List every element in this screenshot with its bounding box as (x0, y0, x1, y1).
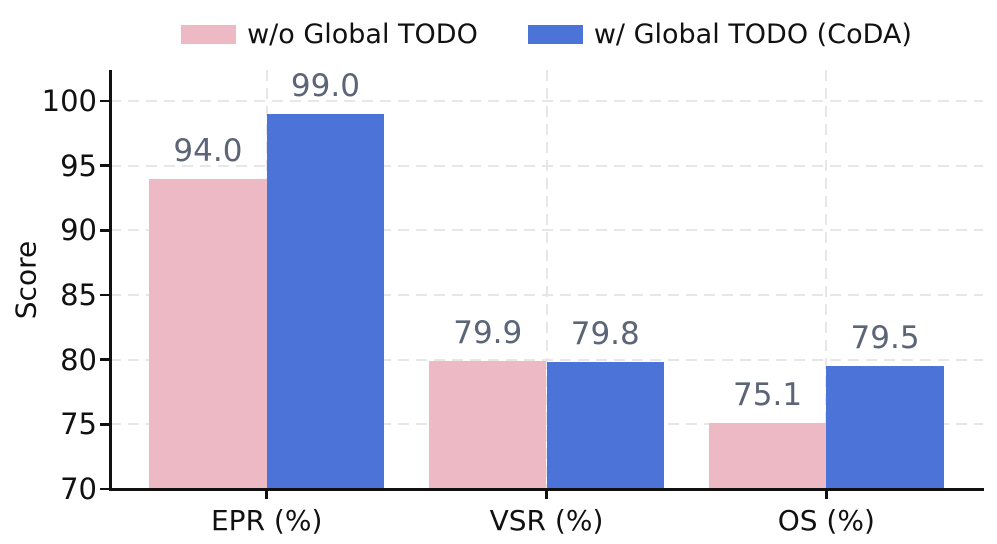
y-tick-mark-95 (100, 164, 110, 167)
x-tick-label-os: OS (%) (777, 504, 875, 537)
y-tick-mark-75 (100, 423, 110, 426)
y-tick-label-75: 75 (60, 407, 97, 442)
value-label-w-o-global-todo-vsr: 79.9 (453, 314, 523, 351)
y-tick-mark-90 (100, 229, 110, 232)
y-tick-label-95: 95 (60, 148, 97, 183)
plot-area: 94.0 79.9 75.1 99.0 79.8 79.5 (109, 67, 984, 491)
legend-label-w-global-todo-coda: w/ Global TODO (CoDA) (593, 18, 912, 50)
bar-w-global-todo-coda-epr (266, 113, 385, 489)
value-label-w-o-global-todo-epr: 94.0 (173, 132, 243, 169)
legend-item-w-global-todo-coda: w/ Global TODO (CoDA) (527, 18, 912, 50)
y-tick-mark-85 (100, 293, 110, 297)
v-gridline-vsr (545, 70, 548, 489)
bar-w-o-global-todo-epr (149, 178, 267, 489)
value-label-w-global-todo-coda-vsr: 79.8 (570, 316, 640, 353)
y-tick-mark-100 (100, 99, 110, 103)
x-tick-label-vsr: VSR (%) (489, 504, 604, 537)
v-gridline-os (825, 70, 828, 489)
y-tick-mark-70 (100, 487, 110, 491)
value-label-w-global-todo-coda-epr: 99.0 (290, 67, 360, 104)
y-tick-label-85: 85 (60, 278, 97, 313)
legend-swatch-w-global-todo-coda (527, 24, 583, 44)
x-tick-mark-os (825, 489, 828, 499)
y-axis-spine (109, 70, 112, 489)
y-tick-label-70: 70 (60, 472, 97, 506)
legend-item-wo-global-todo: w/o Global TODO (181, 19, 478, 50)
y-tick-label-100: 100 (41, 84, 97, 119)
bar-w-o-global-todo-vsr (428, 360, 547, 489)
bar-w-global-todo-coda-os (826, 366, 944, 489)
x-tick-mark-epr (265, 489, 268, 499)
x-tick-label-epr: EPR (%) (210, 504, 323, 537)
y-tick-label-90: 90 (60, 213, 97, 248)
legend-label-wo-global-todo: w/o Global TODO (247, 18, 478, 50)
legend-swatch-wo-global-todo (181, 24, 237, 44)
chart-legend: w/o Global TODO w/ Global TODO (CoDA) (110, 18, 983, 50)
bar-w-global-todo-coda-vsr (546, 362, 665, 489)
x-tick-mark-vsr (545, 489, 548, 499)
y-tick-mark-80 (100, 358, 110, 361)
value-label-w-o-global-todo-os: 75.1 (733, 377, 803, 414)
y-tick-label-80: 80 (60, 342, 97, 377)
bar-w-o-global-todo-os (708, 423, 827, 489)
value-label-w-global-todo-coda-os: 79.5 (850, 320, 920, 357)
